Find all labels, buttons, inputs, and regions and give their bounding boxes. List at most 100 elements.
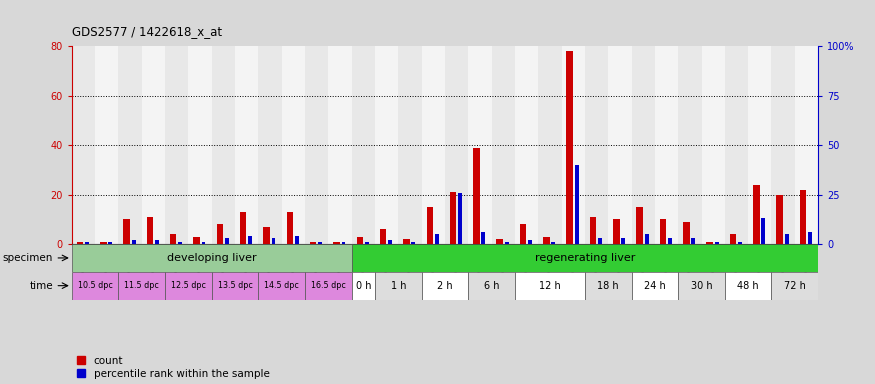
Text: 0 h: 0 h (355, 281, 371, 291)
Text: 30 h: 30 h (690, 281, 712, 291)
Bar (165, 46, 188, 244)
Text: 16.5 dpc: 16.5 dpc (311, 281, 346, 290)
Bar (562, 46, 584, 244)
Bar (155, 240, 159, 244)
Text: 1 h: 1 h (390, 281, 406, 291)
Bar (295, 236, 298, 244)
Bar (481, 232, 486, 244)
Text: 10.5 dpc: 10.5 dpc (78, 281, 113, 290)
Text: 6 h: 6 h (484, 281, 500, 291)
Text: 12.5 dpc: 12.5 dpc (171, 281, 206, 290)
Bar (352, 272, 375, 300)
Bar (683, 222, 690, 244)
Legend: count, percentile rank within the sample: count, percentile rank within the sample (77, 356, 270, 379)
Bar (575, 165, 578, 244)
Bar (375, 46, 398, 244)
Text: 2 h: 2 h (438, 281, 452, 291)
Bar (645, 234, 648, 244)
Bar (598, 238, 602, 244)
Bar (85, 242, 89, 244)
Bar (551, 242, 556, 244)
Text: 12 h: 12 h (539, 281, 561, 291)
Bar (724, 272, 772, 300)
Bar (808, 232, 812, 244)
Bar (72, 46, 95, 244)
Text: 14.5 dpc: 14.5 dpc (264, 281, 299, 290)
Bar (776, 195, 783, 244)
Bar (738, 242, 742, 244)
Bar (678, 46, 702, 244)
Bar (584, 46, 608, 244)
Bar (566, 51, 573, 244)
Bar (305, 272, 352, 300)
Bar (380, 229, 387, 244)
Bar (100, 242, 107, 244)
Bar (660, 219, 666, 244)
Bar (178, 242, 182, 244)
Bar (328, 46, 352, 244)
Bar (201, 242, 206, 244)
Bar (473, 147, 480, 244)
Bar (753, 185, 760, 244)
Bar (352, 244, 818, 272)
Bar (352, 46, 375, 244)
Bar (584, 272, 632, 300)
Bar (422, 46, 445, 244)
Bar (426, 207, 433, 244)
Bar (538, 46, 562, 244)
Bar (258, 46, 282, 244)
Bar (123, 219, 130, 244)
Bar (514, 272, 584, 300)
Text: 72 h: 72 h (784, 281, 806, 291)
Bar (165, 272, 212, 300)
Bar (496, 239, 503, 244)
Bar (706, 242, 713, 244)
Bar (212, 46, 235, 244)
Bar (691, 238, 696, 244)
Bar (654, 46, 678, 244)
Bar (590, 217, 596, 244)
Text: specimen: specimen (3, 253, 53, 263)
Bar (458, 193, 462, 244)
Text: time: time (30, 281, 53, 291)
Bar (108, 242, 112, 244)
Bar (147, 217, 153, 244)
Bar (445, 46, 468, 244)
Bar (411, 242, 416, 244)
Bar (794, 46, 818, 244)
Bar (333, 242, 340, 244)
Bar (77, 242, 83, 244)
Bar (613, 219, 620, 244)
Text: GDS2577 / 1422618_x_at: GDS2577 / 1422618_x_at (72, 25, 222, 38)
Bar (422, 272, 468, 300)
Bar (318, 242, 322, 244)
Bar (632, 272, 678, 300)
Text: 11.5 dpc: 11.5 dpc (124, 281, 159, 290)
Bar (520, 224, 527, 244)
Bar (217, 224, 223, 244)
Bar (468, 46, 492, 244)
Bar (235, 46, 258, 244)
Bar (785, 234, 788, 244)
Bar (528, 240, 532, 244)
Text: 13.5 dpc: 13.5 dpc (218, 281, 253, 290)
Bar (772, 46, 794, 244)
Bar (248, 236, 252, 244)
Bar (678, 272, 724, 300)
Bar (365, 242, 368, 244)
Text: regenerating liver: regenerating liver (535, 253, 635, 263)
Bar (263, 227, 270, 244)
Bar (702, 46, 724, 244)
Text: 18 h: 18 h (598, 281, 619, 291)
Text: 48 h: 48 h (738, 281, 759, 291)
Bar (356, 237, 363, 244)
Bar (608, 46, 632, 244)
Bar (492, 46, 514, 244)
Bar (514, 46, 538, 244)
Text: 24 h: 24 h (644, 281, 666, 291)
Bar (212, 272, 258, 300)
Bar (435, 234, 438, 244)
Bar (621, 238, 626, 244)
Bar (398, 46, 422, 244)
Bar (403, 239, 410, 244)
